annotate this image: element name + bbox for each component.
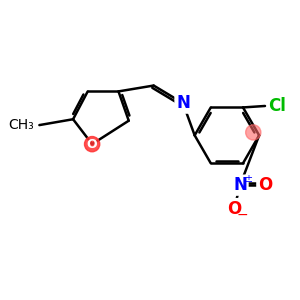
Circle shape: [85, 136, 100, 152]
Text: O: O: [258, 176, 272, 194]
Text: ±: ±: [244, 174, 252, 184]
Text: N: N: [176, 94, 190, 112]
Text: CH₃: CH₃: [8, 118, 34, 132]
Text: N: N: [233, 176, 247, 194]
Text: O: O: [227, 200, 242, 217]
Text: O: O: [87, 138, 98, 151]
Text: Cl: Cl: [268, 97, 286, 115]
Circle shape: [246, 125, 261, 140]
Text: −: −: [237, 208, 248, 221]
